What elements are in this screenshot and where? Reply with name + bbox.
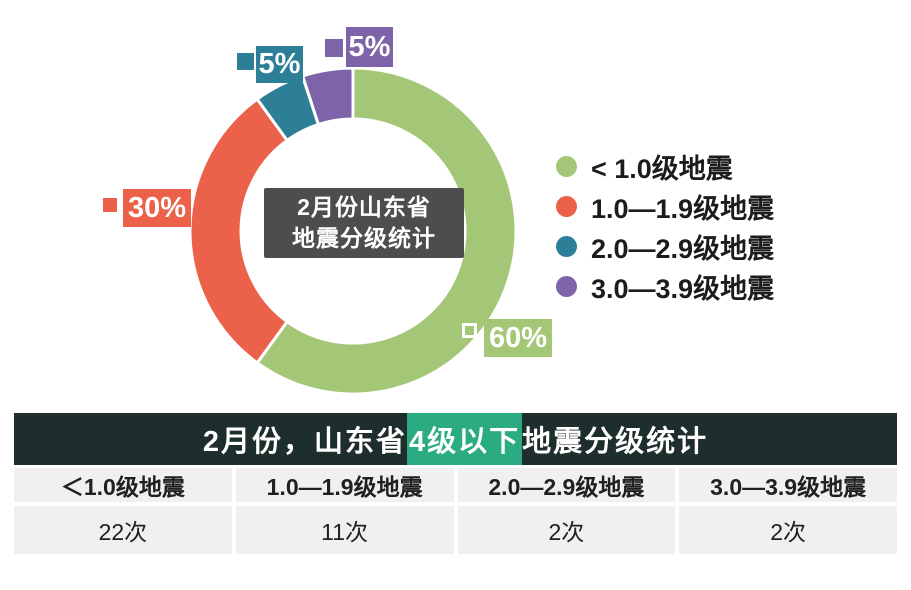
callout-marker-square-purple	[325, 39, 343, 57]
table-title-highlight: 4级以下	[406, 413, 523, 465]
callout-marker-square-teal	[237, 53, 254, 70]
chart-legend: < 1.0级地震 1.0—1.9级地震 2.0—2.9级地震 3.0—3.9级地…	[556, 146, 774, 306]
legend-dot-icon	[556, 195, 577, 217]
legend-label: 3.0—3.9级地震	[591, 273, 775, 304]
table-title-suffix: 地震分级统计	[522, 426, 709, 458]
callout-label-red: 30%	[123, 189, 191, 227]
table-title-bar: 2月份，山东省 4级以下 地震分级统计	[14, 413, 897, 465]
table-title-prefix: 2月份，山东省	[202, 426, 407, 458]
chart-center-title-line2: 地震分级统计	[292, 225, 436, 251]
legend-item: 1.0—1.9级地震	[556, 186, 774, 226]
legend-label: 2.0—2.9级地震	[591, 233, 775, 264]
legend-dot-icon	[556, 235, 577, 257]
legend-dot-icon	[556, 155, 577, 177]
legend-item: 2.0—2.9级地震	[556, 226, 774, 266]
legend-label: < 1.0级地震	[591, 153, 733, 184]
donut-slice	[300, 66, 355, 127]
chart-center-title-line1: 2月份山东省	[297, 194, 431, 220]
legend-dot-icon	[556, 275, 577, 297]
legend-item: 3.0—3.9级地震	[556, 266, 774, 306]
callout-marker-square-red	[103, 198, 117, 212]
chart-center-title: 2月份山东省 地震分级统计	[264, 188, 464, 258]
summary-table: 2月份，山东省 4级以下 地震分级统计 ＜1.0级地震 1.0—1.9级地震 2…	[14, 413, 897, 554]
table-column-header: ＜1.0级地震	[14, 468, 232, 502]
table-value-cell: 22次	[14, 506, 232, 554]
table-column-header: 3.0—3.9级地震	[679, 468, 897, 502]
table-value-cell: 2次	[457, 506, 676, 554]
table-column-header: 1.0—1.9级地震	[235, 468, 454, 502]
callout-marker-square-green	[462, 323, 477, 338]
table-value-cell: 11次	[235, 506, 454, 554]
legend-item: < 1.0级地震	[556, 146, 774, 186]
callout-label-green: 60%	[484, 319, 552, 357]
table-column-header: 2.0—2.9级地震	[457, 468, 676, 502]
callout-label-teal: 5%	[256, 46, 303, 83]
table-grid: ＜1.0级地震 1.0—1.9级地震 2.0—2.9级地震 3.0—3.9级地震…	[14, 468, 897, 554]
legend-label: 1.0—1.9级地震	[591, 193, 775, 224]
donut-slice	[188, 97, 290, 365]
table-value-cell: 2次	[679, 506, 897, 554]
callout-label-purple: 5%	[346, 27, 393, 67]
